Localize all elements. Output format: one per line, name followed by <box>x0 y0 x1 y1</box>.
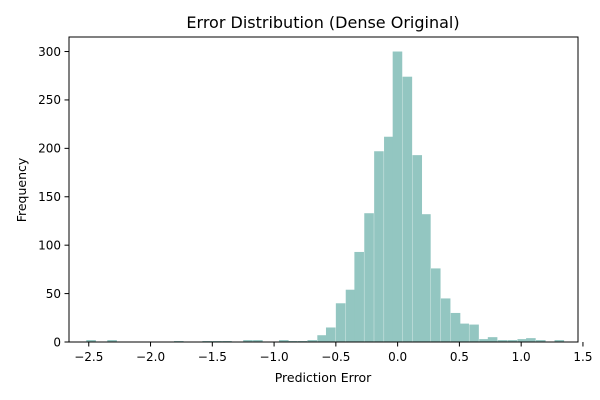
histogram-bar <box>412 155 422 342</box>
histogram-bar <box>336 303 346 342</box>
histogram-bar <box>393 52 403 342</box>
x-tick-label: −0.5 <box>321 350 350 364</box>
plot-frame <box>69 37 578 342</box>
x-tick-label: 0.0 <box>388 350 407 364</box>
histogram-bar <box>364 213 374 342</box>
y-tick-label: 50 <box>46 287 61 301</box>
y-tick-label: 200 <box>38 142 61 156</box>
x-tick-label: 1.0 <box>512 350 531 364</box>
histogram-bar <box>459 324 469 342</box>
histogram-bar <box>374 151 384 342</box>
histogram-bar <box>469 325 479 342</box>
x-tick-label: −2.5 <box>74 350 103 364</box>
bars-layer <box>86 52 564 342</box>
x-tick-label: 0.5 <box>450 350 469 364</box>
y-tick-label: 150 <box>38 190 61 204</box>
histogram-bar <box>384 137 394 342</box>
x-tick-label: −1.0 <box>260 350 289 364</box>
histogram-bar <box>526 338 536 342</box>
y-tick-label: 300 <box>38 45 61 59</box>
y-tick-label: 0 <box>53 335 61 349</box>
x-tick-label: −1.5 <box>198 350 227 364</box>
y-axis-label: Frequency <box>14 157 29 222</box>
histogram-bar <box>441 298 451 342</box>
chart-title: Error Distribution (Dense Original) <box>186 13 459 32</box>
x-tick-label: −2.0 <box>136 350 165 364</box>
histogram-bar <box>326 327 336 342</box>
y-axis-ticks: 0 50 100 150 200 250 300 <box>38 45 69 349</box>
histogram-bar <box>403 77 413 342</box>
x-axis-label: Prediction Error <box>275 370 372 385</box>
histogram-bar <box>431 268 441 342</box>
histogram-bar <box>488 337 498 342</box>
histogram-bar <box>317 335 327 342</box>
x-tick-label: 1.5 <box>573 350 592 364</box>
histogram-bar <box>354 252 364 342</box>
histogram-bar <box>421 214 431 342</box>
x-axis-ticks: −2.5 −2.0 −1.5 −1.0 −0.5 0.0 0.5 1.0 1.5 <box>74 342 592 364</box>
y-tick-label: 250 <box>38 93 61 107</box>
y-tick-label: 100 <box>38 238 61 252</box>
histogram-bar <box>346 290 356 342</box>
histogram-bar <box>451 313 461 342</box>
